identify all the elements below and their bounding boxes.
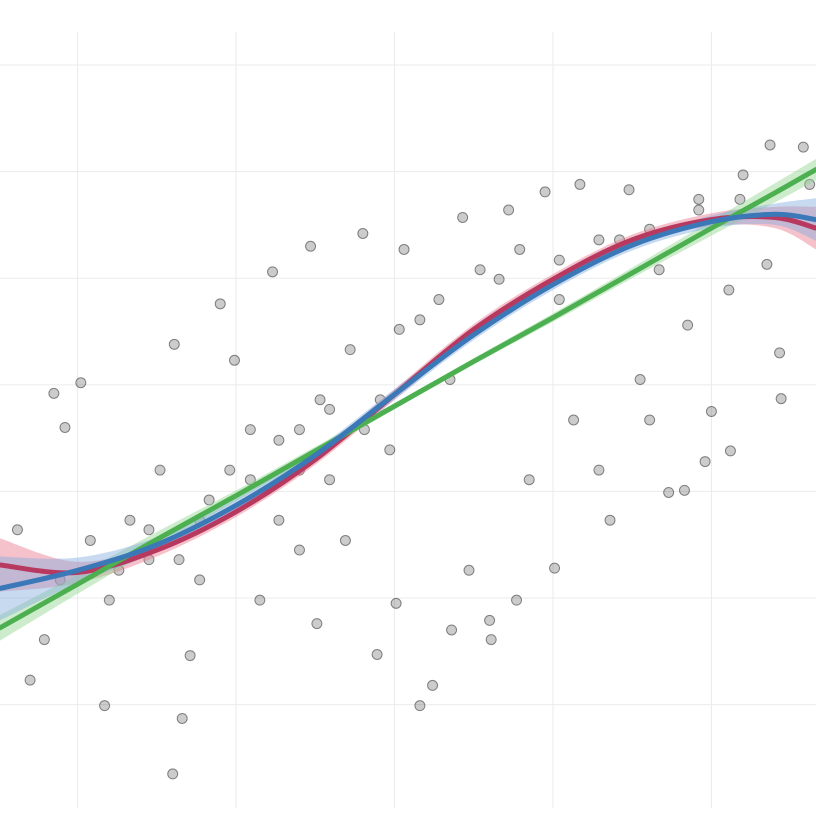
point	[124, 514, 136, 526]
point	[644, 414, 656, 426]
point	[75, 377, 87, 389]
point	[705, 405, 717, 417]
fit-line	[0, 214, 816, 576]
point	[774, 347, 786, 359]
point	[398, 243, 410, 255]
point	[293, 424, 305, 436]
point	[474, 264, 486, 276]
point	[339, 534, 351, 546]
point	[314, 394, 326, 406]
point	[344, 344, 356, 356]
point	[324, 474, 336, 486]
point	[176, 712, 188, 724]
point	[804, 178, 816, 190]
point	[549, 562, 561, 574]
point	[446, 624, 458, 636]
point	[682, 319, 694, 331]
point	[254, 594, 266, 606]
point	[433, 294, 445, 306]
point	[653, 264, 665, 276]
point	[593, 234, 605, 246]
point	[493, 273, 505, 285]
point	[203, 494, 215, 506]
point	[511, 594, 523, 606]
point	[593, 464, 605, 476]
point	[194, 574, 206, 586]
point	[371, 649, 383, 661]
point	[390, 597, 402, 609]
point	[553, 294, 565, 306]
point	[414, 700, 426, 712]
point	[553, 254, 565, 266]
point	[11, 524, 23, 536]
point	[103, 594, 115, 606]
point	[764, 139, 776, 151]
point	[797, 141, 809, 153]
point	[357, 227, 369, 239]
point	[414, 314, 426, 326]
point	[229, 354, 241, 366]
point	[311, 618, 323, 630]
point	[604, 514, 616, 526]
point	[324, 403, 336, 415]
point	[623, 184, 635, 196]
point	[273, 514, 285, 526]
point	[699, 456, 711, 468]
point	[634, 373, 646, 385]
point	[775, 393, 787, 405]
point	[514, 243, 526, 255]
point	[59, 421, 71, 433]
point	[154, 464, 166, 476]
point	[184, 650, 196, 662]
point	[24, 674, 36, 686]
point	[168, 338, 180, 350]
point	[574, 178, 586, 190]
point	[38, 634, 50, 646]
point	[267, 266, 279, 278]
point	[173, 554, 185, 566]
point	[48, 387, 60, 399]
confidence-band	[0, 198, 816, 621]
point	[485, 634, 497, 646]
point	[99, 700, 111, 712]
point	[523, 474, 535, 486]
point	[167, 768, 179, 780]
point	[273, 434, 285, 446]
point	[244, 474, 256, 486]
point	[693, 204, 705, 216]
fit-line	[0, 211, 816, 591]
point	[214, 298, 226, 310]
point	[293, 544, 305, 556]
point	[463, 564, 475, 576]
point	[737, 169, 749, 181]
point	[724, 445, 736, 457]
point	[224, 464, 236, 476]
point	[761, 258, 773, 270]
point	[305, 240, 317, 252]
point	[734, 193, 746, 205]
point	[244, 424, 256, 436]
point	[678, 484, 690, 496]
point	[393, 323, 405, 335]
point	[503, 204, 515, 216]
point	[693, 193, 705, 205]
point	[539, 186, 551, 198]
point	[568, 414, 580, 426]
fit-line	[0, 167, 816, 631]
point	[723, 284, 735, 296]
point	[484, 614, 496, 626]
point	[84, 534, 96, 546]
point	[457, 211, 469, 223]
point	[384, 444, 396, 456]
point	[427, 679, 439, 691]
point	[143, 524, 155, 536]
point	[663, 486, 675, 498]
